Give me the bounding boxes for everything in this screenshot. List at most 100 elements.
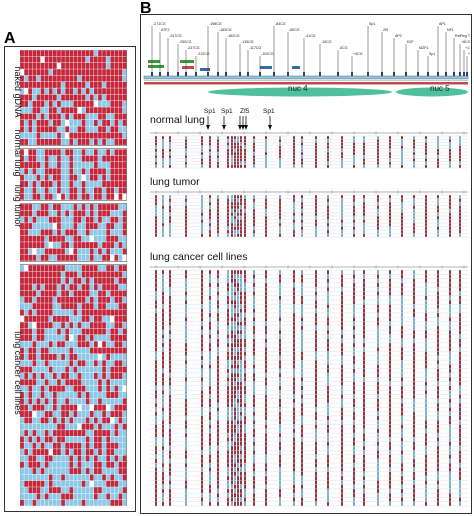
cpg-cell: [449, 424, 451, 429]
grid-cell: [20, 162, 24, 168]
cpg-cell: [237, 446, 239, 451]
grid-cell: [114, 366, 119, 373]
cpg-cell: [389, 270, 391, 275]
grid-cell: [48, 404, 53, 411]
cpg-column: [155, 270, 157, 506]
grid-cell: [89, 235, 94, 242]
cpg-cell: [279, 152, 281, 155]
grid-cell: [40, 69, 45, 76]
cpg-cell: [413, 304, 415, 309]
cpg-cell: [449, 493, 451, 498]
cpg-cell: [437, 501, 439, 506]
grid-cell: [57, 204, 61, 211]
cpg-site-label: -183CG: [219, 28, 232, 32]
grid-cell: [57, 277, 61, 284]
grid-cell: [85, 50, 90, 57]
grid-cell: [61, 162, 65, 168]
grid-cell: [69, 360, 74, 367]
nucleosome-label-4: nuc 4: [288, 84, 308, 93]
grid-cell: [24, 373, 28, 379]
cpg-cell: [377, 330, 379, 335]
grid-cell: [81, 487, 86, 494]
grid-cell: [114, 398, 119, 405]
grid-cell: [65, 100, 69, 107]
grid-cell: [102, 88, 106, 95]
grid-cell: [114, 328, 119, 335]
cpg-cell: [377, 209, 379, 213]
cpg-cell: [169, 317, 171, 322]
cpg-cell: [389, 428, 391, 433]
cpg-cell: [353, 274, 355, 279]
cpg-cell: [162, 484, 164, 489]
grid-cell: [24, 50, 28, 57]
grid-cell: [24, 398, 28, 405]
cpg-cell: [315, 313, 317, 317]
grid-cell: [98, 487, 102, 494]
cpg-cell: [301, 325, 303, 330]
cpg-cell: [459, 424, 461, 429]
cpg-cell: [363, 278, 365, 283]
cpg-cell: [315, 274, 317, 279]
cpg-cell: [265, 216, 267, 220]
grid-cell: [102, 107, 106, 114]
grid-cell: [57, 181, 61, 187]
grid-cell: [40, 322, 45, 329]
cpg-cell: [209, 155, 211, 159]
cpg-cell: [237, 377, 239, 382]
cpg-cell: [201, 142, 203, 146]
cpg-cell: [293, 233, 295, 237]
grid-cell: [24, 493, 28, 500]
cpg-cell: [377, 428, 379, 433]
cpg-cell: [401, 313, 403, 317]
grid-cell: [89, 223, 94, 230]
panel-a-frame: [4, 46, 136, 512]
cpg-cell: [327, 407, 329, 412]
grid-cell: [110, 436, 115, 443]
grid-cell: [110, 132, 115, 139]
binding-site-sp1-c: Sp1: [263, 108, 275, 115]
cpg-cell: [227, 356, 229, 360]
cpg-cell: [449, 321, 451, 326]
grid-cell: [89, 303, 94, 310]
cpg-cell: [401, 390, 403, 395]
cpg-cell: [341, 403, 343, 408]
cpg-cell: [237, 386, 239, 390]
cpg-cell: [162, 381, 164, 386]
cpg-cell: [353, 152, 355, 155]
cpg-cell: [389, 463, 391, 468]
cpg-cell: [227, 433, 229, 438]
cpg-cell: [162, 471, 164, 476]
cpg-cell: [363, 394, 365, 399]
cpg-cell: [413, 351, 415, 356]
grid-cell: [44, 271, 49, 278]
cpg-cell: [234, 325, 236, 330]
grid-cell: [73, 229, 78, 236]
grid-cell: [32, 328, 37, 335]
cpg-cell: [227, 338, 229, 343]
cpg-cell: [201, 424, 203, 429]
grid-cell: [44, 436, 49, 443]
grid-cell: [61, 436, 65, 443]
grid-cell: [53, 113, 57, 120]
cpg-cell: [293, 459, 295, 463]
cpg-cell: [341, 270, 343, 275]
cpg-cell: [301, 270, 303, 275]
cpg-site-mark: [195, 72, 197, 76]
cpg-cell: [341, 161, 343, 165]
grid-cell: [77, 216, 82, 223]
cpg-column: [244, 270, 246, 506]
grid-cell: [65, 216, 69, 223]
grid-cell: [65, 341, 69, 348]
grid-cell: [73, 322, 78, 329]
cpg-cell: [389, 198, 391, 202]
cpg-cell: [449, 343, 451, 348]
cpg-cell: [217, 270, 219, 275]
grid-cell: [44, 449, 49, 456]
cpg-cell: [240, 493, 242, 498]
cpg-cell: [279, 209, 281, 213]
cpg-cell: [237, 291, 239, 296]
cpg-cell: [240, 155, 242, 159]
grid-cell: [32, 69, 37, 76]
grid-cell: [20, 417, 24, 424]
grid-cell: [53, 328, 57, 335]
